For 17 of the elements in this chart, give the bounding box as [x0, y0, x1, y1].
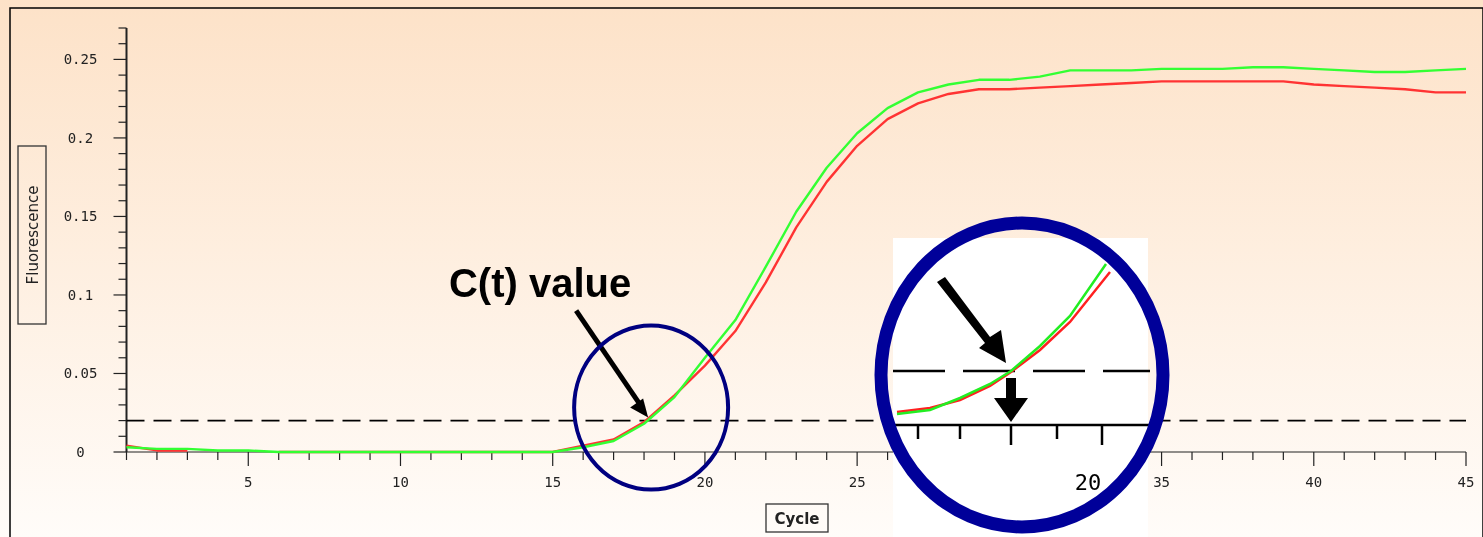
- x-tick-label: 10: [392, 474, 409, 490]
- x-tick-label: 35: [1153, 474, 1170, 490]
- y-tick-label: 0: [76, 444, 85, 460]
- x-tick-label: 20: [696, 474, 714, 490]
- x-tick-label: 25: [848, 474, 866, 490]
- y-tick-label: 0.2: [67, 129, 94, 146]
- y-tick-label: 0.05: [63, 365, 98, 382]
- x-tick-label: 5: [244, 474, 253, 490]
- x-tick-label: 15: [544, 474, 562, 490]
- annotation: C(t) value: [449, 260, 632, 305]
- x-tick-label: 40: [1305, 474, 1323, 490]
- y-tick-label: 0.1: [67, 286, 94, 303]
- x-axis-title: Cycle: [774, 510, 820, 528]
- y-axis-title: Fluorescence: [24, 185, 42, 285]
- y-tick-label: 0.25: [63, 51, 98, 68]
- y-tick-label: 0.15: [63, 208, 98, 225]
- x-tick-label: 45: [1457, 474, 1475, 490]
